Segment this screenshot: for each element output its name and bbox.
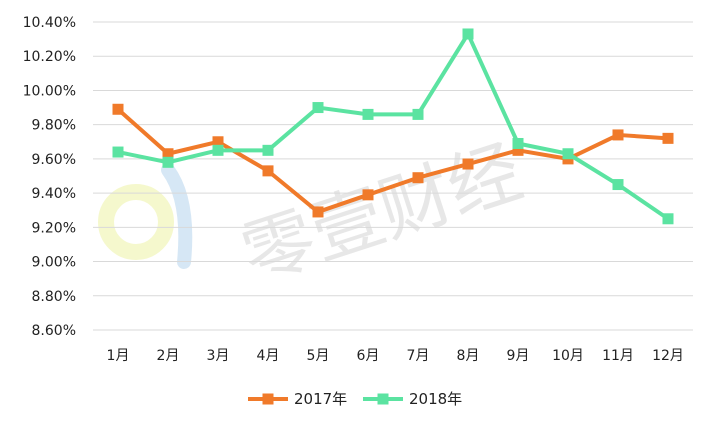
- data-point: [412, 172, 424, 184]
- x-tick-label: 10月: [552, 348, 584, 364]
- data-point: [262, 144, 274, 156]
- x-tick-label: 1月: [107, 348, 130, 364]
- y-tick-label: 10.00%: [23, 83, 76, 99]
- y-axis: 10.40% 10.20% 10.00% 9.80% 9.60% 9.40% 9.20% 9.…: [23, 15, 76, 339]
- legend-item-2: 2018年: [363, 390, 462, 408]
- data-point: [212, 144, 224, 156]
- y-tick-label: 9.20%: [32, 220, 76, 236]
- data-point: [112, 146, 124, 158]
- series-2: [112, 28, 674, 225]
- data-point: [312, 206, 324, 218]
- x-tick-label: 12月: [652, 348, 684, 364]
- x-tick-label: 9月: [507, 348, 530, 364]
- y-tick-label: 8.60%: [32, 323, 76, 339]
- legend: 2017年 2018年: [248, 390, 462, 408]
- data-point: [662, 213, 674, 225]
- x-tick-label: 2月: [157, 348, 180, 364]
- series-1: [112, 103, 674, 218]
- data-point: [362, 108, 374, 120]
- series-line: [116, 107, 670, 214]
- x-tick-label: 3月: [207, 348, 230, 364]
- data-point: [562, 148, 574, 160]
- legend-item-1: 2017年: [248, 390, 347, 408]
- data-point: [512, 144, 524, 156]
- y-tick-label: 9.60%: [32, 152, 76, 168]
- data-point: [612, 179, 624, 191]
- x-tick-label: 4月: [257, 348, 280, 364]
- watermark-text: 零壹财经: [232, 129, 532, 298]
- data-point: [112, 103, 124, 115]
- series-layer: [112, 28, 674, 225]
- data-point: [362, 189, 374, 201]
- legend-swatch-marker: [377, 393, 389, 405]
- y-tick-label: 10.20%: [23, 49, 76, 65]
- data-point: [212, 136, 224, 148]
- data-point: [312, 102, 324, 114]
- data-point: [462, 158, 474, 170]
- data-point: [412, 108, 424, 120]
- y-tick-label: 10.40%: [23, 15, 76, 31]
- y-tick-label: 9.80%: [32, 118, 76, 134]
- data-point: [462, 28, 474, 40]
- x-axis: 1月 2月 3月 4月 5月 6月 7月 8月 9月 10月 11月 12月: [107, 348, 684, 364]
- watermark-logo-icon: [98, 163, 193, 269]
- legend-swatch-marker: [262, 393, 274, 405]
- data-point: [612, 129, 624, 141]
- x-tick-label: 11月: [602, 348, 634, 364]
- data-point: [162, 148, 174, 160]
- legend-label: 2017年: [294, 390, 347, 408]
- data-point: [262, 165, 274, 177]
- legend-label: 2018年: [409, 390, 462, 408]
- data-point: [162, 156, 174, 168]
- gridlines: [93, 21, 693, 331]
- x-tick-label: 8月: [457, 348, 480, 364]
- series-line: [116, 31, 670, 221]
- x-tick-label: 6月: [357, 348, 380, 364]
- x-tick-label: 5月: [307, 348, 330, 364]
- y-tick-label: 9.00%: [32, 255, 76, 271]
- y-tick-label: 9.40%: [32, 186, 76, 202]
- data-point: [662, 132, 674, 144]
- y-tick-label: 8.80%: [32, 289, 76, 305]
- data-point: [512, 137, 524, 149]
- x-tick-label: 7月: [407, 348, 430, 364]
